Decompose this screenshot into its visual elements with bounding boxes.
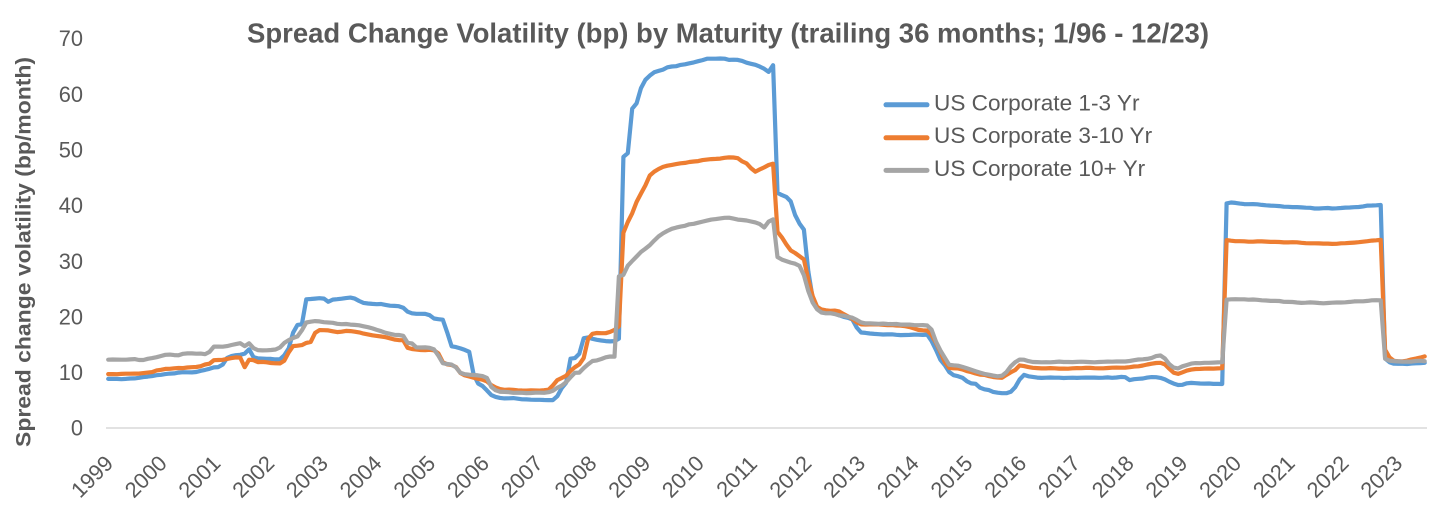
svg-text:10: 10 bbox=[59, 360, 83, 385]
svg-text:70: 70 bbox=[59, 26, 83, 51]
svg-text:0: 0 bbox=[71, 416, 83, 441]
svg-text:40: 40 bbox=[59, 193, 83, 218]
svg-text:US Corporate 10+ Yr: US Corporate 10+ Yr bbox=[934, 156, 1146, 181]
svg-text:30: 30 bbox=[59, 249, 83, 274]
svg-text:US Corporate 3-10 Yr: US Corporate 3-10 Yr bbox=[934, 123, 1153, 148]
svg-text:60: 60 bbox=[59, 82, 83, 107]
svg-text:Spread Change Volatility (bp): Spread Change Volatility (bp) by Maturit… bbox=[247, 18, 1209, 49]
svg-text:Spread change volatility (bp/m: Spread change volatility (bp/month) bbox=[13, 57, 36, 447]
svg-text:50: 50 bbox=[59, 138, 83, 163]
svg-text:20: 20 bbox=[59, 304, 83, 329]
svg-text:US Corporate 1-3 Yr: US Corporate 1-3 Yr bbox=[934, 90, 1140, 115]
